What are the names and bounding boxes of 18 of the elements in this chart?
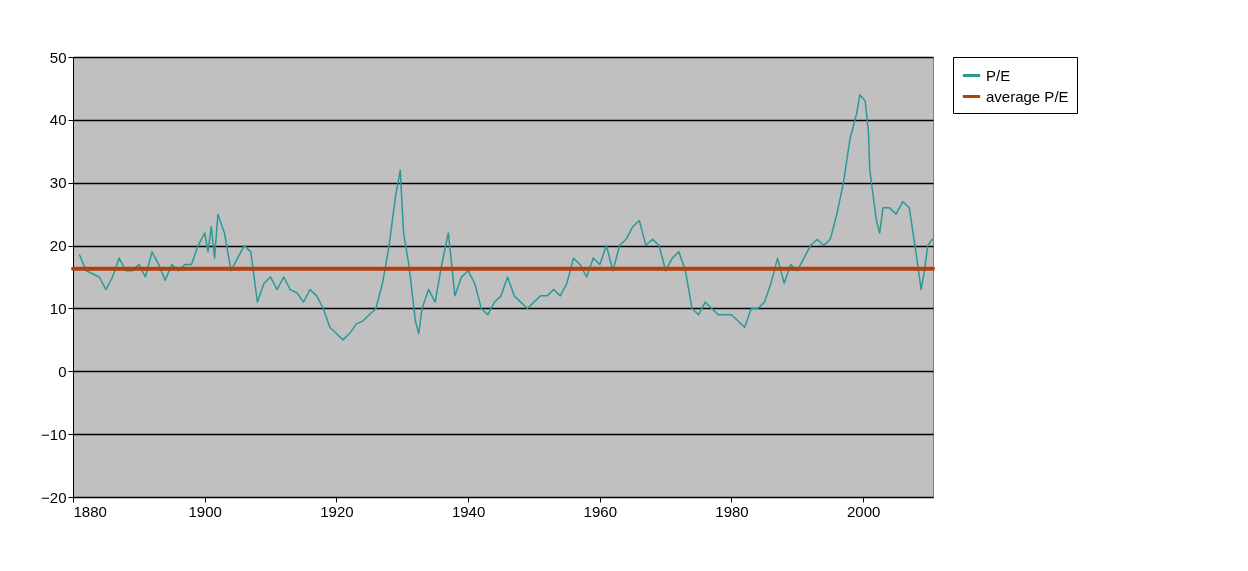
legend-label: P/E xyxy=(986,66,1011,84)
x-tick-label: 1940 xyxy=(451,502,486,520)
legend-label: average P/E xyxy=(986,87,1069,105)
y-tick-label: 40 xyxy=(49,111,67,129)
y-tick-label: 50 xyxy=(49,48,67,66)
x-tick-label: 1980 xyxy=(715,502,749,520)
x-tick-label: 1880 xyxy=(73,502,107,520)
y-tick-label: 10 xyxy=(49,299,67,317)
x-tick-label: 1900 xyxy=(188,502,222,520)
y-tick-label: −20 xyxy=(41,488,67,506)
y-tick-label: 20 xyxy=(49,237,67,255)
x-tick-label: 1920 xyxy=(320,502,354,520)
x-tick-label: 2000 xyxy=(847,502,881,520)
y-tick-label: 30 xyxy=(49,174,67,192)
y-tick-label: −10 xyxy=(41,425,67,443)
line-series xyxy=(78,93,934,341)
x-tick-label: 1960 xyxy=(583,502,617,520)
y-tick-label: 0 xyxy=(58,362,67,380)
